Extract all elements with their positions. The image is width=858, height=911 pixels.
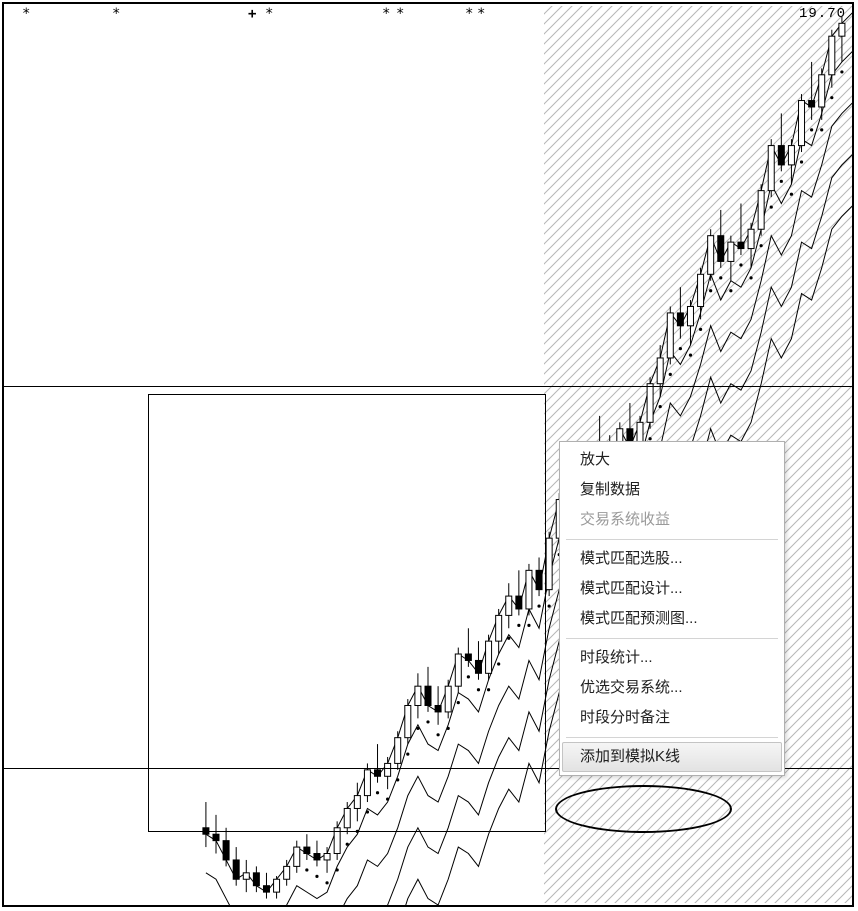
star-marker-icon: * bbox=[22, 8, 30, 20]
menu-item[interactable]: 放大 bbox=[562, 445, 782, 475]
star-marker-icon: * bbox=[265, 8, 273, 20]
menu-separator bbox=[566, 638, 778, 639]
menu-item[interactable]: 添加到模拟K线 bbox=[562, 742, 782, 772]
chart-frame: **+***** 19.70 放大复制数据交易系统收益模式匹配选股...模式匹配… bbox=[2, 2, 854, 907]
star-marker-icon: * bbox=[477, 8, 485, 20]
context-menu: 放大复制数据交易系统收益模式匹配选股...模式匹配设计...模式匹配预测图...… bbox=[559, 441, 785, 776]
grid-line bbox=[4, 386, 852, 387]
star-marker-icon: * bbox=[465, 8, 473, 20]
plus-marker-icon: + bbox=[248, 8, 256, 20]
menu-item[interactable]: 模式匹配设计... bbox=[562, 574, 782, 604]
menu-separator bbox=[566, 737, 778, 738]
menu-separator bbox=[566, 539, 778, 540]
menu-item[interactable]: 优选交易系统... bbox=[562, 673, 782, 703]
menu-item[interactable]: 模式匹配预测图... bbox=[562, 604, 782, 634]
menu-item[interactable]: 复制数据 bbox=[562, 475, 782, 505]
star-marker-icon: * bbox=[396, 8, 404, 20]
star-marker-icon: * bbox=[382, 8, 390, 20]
menu-item[interactable]: 模式匹配选股... bbox=[562, 544, 782, 574]
menu-item[interactable]: 时段分时备注 bbox=[562, 703, 782, 733]
menu-item: 交易系统收益 bbox=[562, 505, 782, 535]
trade-markers-row: * * + * * * * * bbox=[4, 8, 852, 20]
price-label: 19.70 bbox=[799, 6, 846, 22]
star-marker-icon: * bbox=[112, 8, 120, 20]
menu-item[interactable]: 时段统计... bbox=[562, 643, 782, 673]
selection-rectangle[interactable] bbox=[148, 394, 546, 832]
